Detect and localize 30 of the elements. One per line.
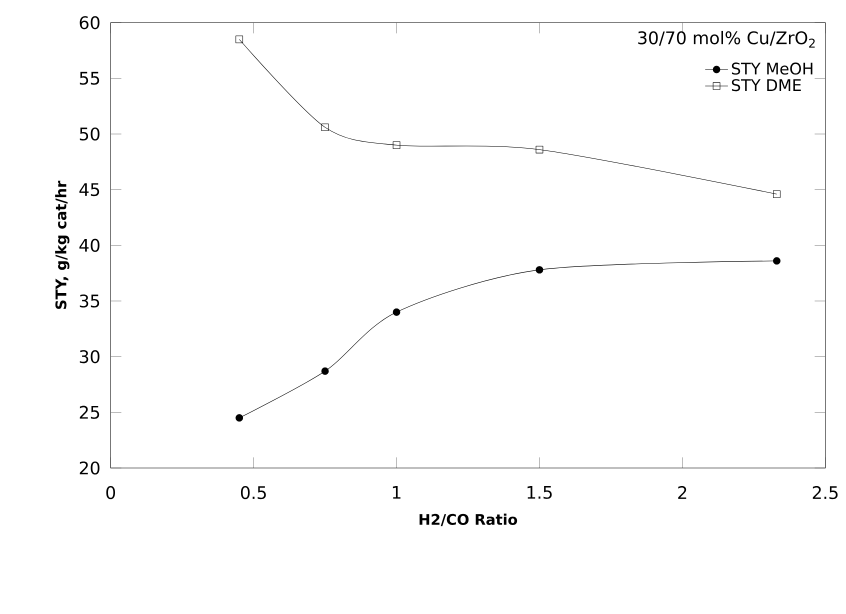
x-tick-label: 2.5: [812, 486, 838, 500]
point: [236, 414, 244, 422]
y-tick-label: 30: [80, 350, 100, 364]
y-tick-label: 60: [80, 16, 100, 30]
y-tick-label: 50: [80, 127, 100, 141]
y-tick-label: 25: [80, 406, 100, 419]
x-tick-label: 2: [678, 486, 686, 499]
point: [773, 190, 780, 198]
y-tick-label: 35: [80, 294, 100, 308]
point: [536, 266, 544, 274]
y-tick-label: 55: [80, 72, 100, 85]
point: [773, 257, 780, 265]
y-tick-label: 20: [80, 461, 100, 475]
x-tick-label: 1.5: [528, 486, 552, 499]
x-axis-title: H2/CO Ratio: [420, 514, 518, 526]
x-tick-label: 0: [106, 486, 116, 500]
point: [321, 124, 329, 132]
legend-label: STY MeOH: [732, 62, 812, 75]
y-tick-label: 40: [79, 238, 100, 252]
y-axis-title: STY, g/kg cat/hr: [55, 180, 70, 309]
legend-label: STY DME: [732, 79, 801, 92]
x-tick-label: 1: [392, 486, 400, 499]
point: [392, 141, 400, 149]
y-tick-label: 45: [79, 183, 100, 196]
point: [236, 36, 244, 44]
point: [321, 367, 329, 375]
point: [392, 308, 400, 316]
point: [536, 146, 544, 154]
legend-title: 30/70 mol% Cu/ZrO$_{2}$: [638, 30, 815, 48]
x-tick-label: 0.5: [240, 486, 266, 500]
